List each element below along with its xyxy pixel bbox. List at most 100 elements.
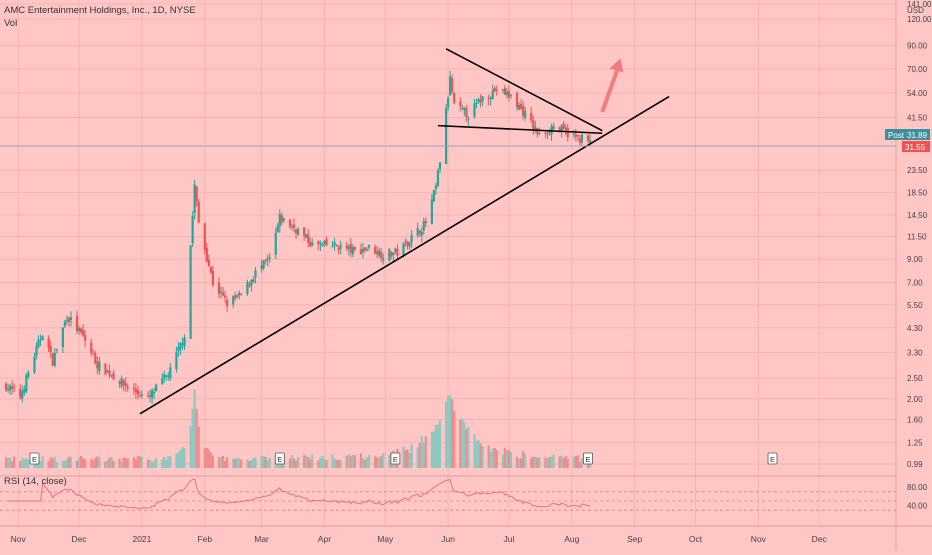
candle-body[interactable] [367, 244, 371, 248]
candle-body[interactable] [296, 228, 300, 235]
price-axis-label[interactable]: 90.00 [907, 42, 928, 51]
candle-body[interactable] [509, 94, 513, 96]
candle-body[interactable] [380, 252, 383, 258]
candle-body[interactable] [108, 370, 111, 376]
candle-body[interactable] [436, 170, 440, 186]
trendlines[interactable] [139, 48, 670, 415]
candle-body[interactable] [586, 135, 590, 142]
candle-body[interactable] [27, 372, 30, 377]
candle-body[interactable] [311, 242, 314, 246]
candle-body[interactable] [203, 223, 206, 250]
price-axis-label[interactable]: 3.30 [907, 348, 923, 357]
candle-body[interactable] [493, 87, 496, 92]
candle-body[interactable] [197, 202, 200, 223]
time-axis-label[interactable]: Nov [751, 534, 767, 544]
candle-body[interactable] [280, 215, 283, 223]
candle-body[interactable] [96, 361, 99, 369]
candle-body[interactable] [337, 247, 340, 251]
candle-body[interactable] [475, 102, 478, 104]
candle-body[interactable] [422, 221, 425, 231]
candle-body[interactable] [562, 123, 565, 129]
candle-body[interactable] [317, 241, 320, 245]
candle-body[interactable] [35, 346, 38, 356]
candle-body[interactable] [254, 270, 257, 278]
candle-body[interactable] [467, 118, 470, 120]
candle-body[interactable] [290, 226, 294, 228]
candle-body[interactable] [13, 387, 16, 389]
candle-body[interactable] [515, 93, 519, 108]
price-axis-label[interactable]: 7.00 [907, 279, 923, 288]
time-axis-label[interactable]: Aug [564, 534, 579, 544]
earnings-marker[interactable] [29, 452, 40, 465]
candle-body[interactable] [319, 243, 322, 245]
price-axis-label[interactable]: 0.99 [907, 460, 923, 469]
price-axis-label[interactable]: 23.50 [907, 166, 928, 175]
trendline-support[interactable] [139, 95, 670, 415]
candle-body[interactable] [21, 391, 24, 399]
time-axis-label[interactable]: Feb [197, 534, 212, 544]
candle-body[interactable] [260, 265, 263, 269]
time-axis-label[interactable]: Sep [627, 534, 642, 544]
price-axis-label[interactable]: 70.00 [907, 65, 928, 74]
candle-body[interactable] [487, 97, 490, 99]
candle-body[interactable] [501, 89, 504, 91]
candle-body[interactable] [406, 241, 409, 247]
candle-body[interactable] [574, 134, 577, 137]
candle-body[interactable] [177, 346, 180, 351]
candle-body[interactable] [221, 292, 225, 296]
candle-body[interactable] [134, 389, 137, 393]
candle-body[interactable] [572, 133, 575, 135]
candle-body[interactable] [126, 386, 129, 389]
candle-body[interactable] [420, 231, 423, 236]
candle-body[interactable] [25, 375, 28, 392]
time-axis-label[interactable]: Jul [504, 534, 515, 544]
candle-body[interactable] [155, 384, 158, 392]
price-axis-label[interactable]: 9.00 [907, 255, 923, 264]
candle-body[interactable] [37, 339, 40, 347]
price-axis-label[interactable]: 120.00 [907, 15, 932, 24]
candle-body[interactable] [576, 135, 579, 137]
price-axis-label[interactable]: 4.30 [907, 324, 923, 333]
candle-body[interactable] [394, 248, 397, 252]
candle-body[interactable] [195, 186, 198, 202]
price-axis-label[interactable]: 18.50 [907, 188, 928, 197]
candle-body[interactable] [564, 127, 567, 130]
candle-body[interactable] [7, 388, 10, 390]
candle-body[interactable] [479, 99, 482, 103]
candle-body[interactable] [61, 327, 64, 348]
candle-body[interactable] [447, 97, 450, 108]
candle-body[interactable] [378, 250, 381, 256]
candle-body[interactable] [453, 93, 456, 103]
time-axis-label[interactable]: May [377, 534, 394, 544]
candle-body[interactable] [211, 270, 215, 285]
candle-body[interactable] [104, 363, 107, 375]
candle-body[interactable] [191, 215, 194, 244]
candle-body[interactable] [4, 383, 8, 391]
candle-body[interactable] [347, 246, 350, 249]
candle-body[interactable] [536, 127, 539, 135]
earnings-marker[interactable] [583, 452, 593, 465]
candle-body[interactable] [53, 352, 56, 366]
candle-body[interactable] [321, 243, 324, 246]
candle-body[interactable] [335, 245, 338, 247]
price-axis-label[interactable]: 141.00 [907, 0, 932, 9]
candle-body[interactable] [345, 245, 348, 249]
candle-body[interactable] [110, 375, 113, 377]
candle-body[interactable] [189, 245, 192, 339]
candle-body[interactable] [359, 249, 363, 255]
candle-body[interactable] [165, 375, 168, 377]
candle-body[interactable] [252, 279, 255, 282]
candle-body[interactable] [217, 282, 221, 294]
candle-body[interactable] [309, 242, 312, 247]
candle-body[interactable] [524, 110, 527, 118]
candle-body[interactable] [150, 390, 154, 398]
candle-body[interactable] [517, 105, 521, 110]
projection-arrow[interactable] [600, 58, 624, 113]
candle-body[interactable] [90, 342, 93, 354]
candle-body[interactable] [495, 89, 498, 91]
candle-body[interactable] [546, 133, 549, 135]
candle-body[interactable] [331, 246, 334, 248]
time-axis-label[interactable]: Nov [11, 534, 27, 544]
candle-body[interactable] [463, 108, 466, 111]
candle-body[interactable] [465, 108, 468, 118]
